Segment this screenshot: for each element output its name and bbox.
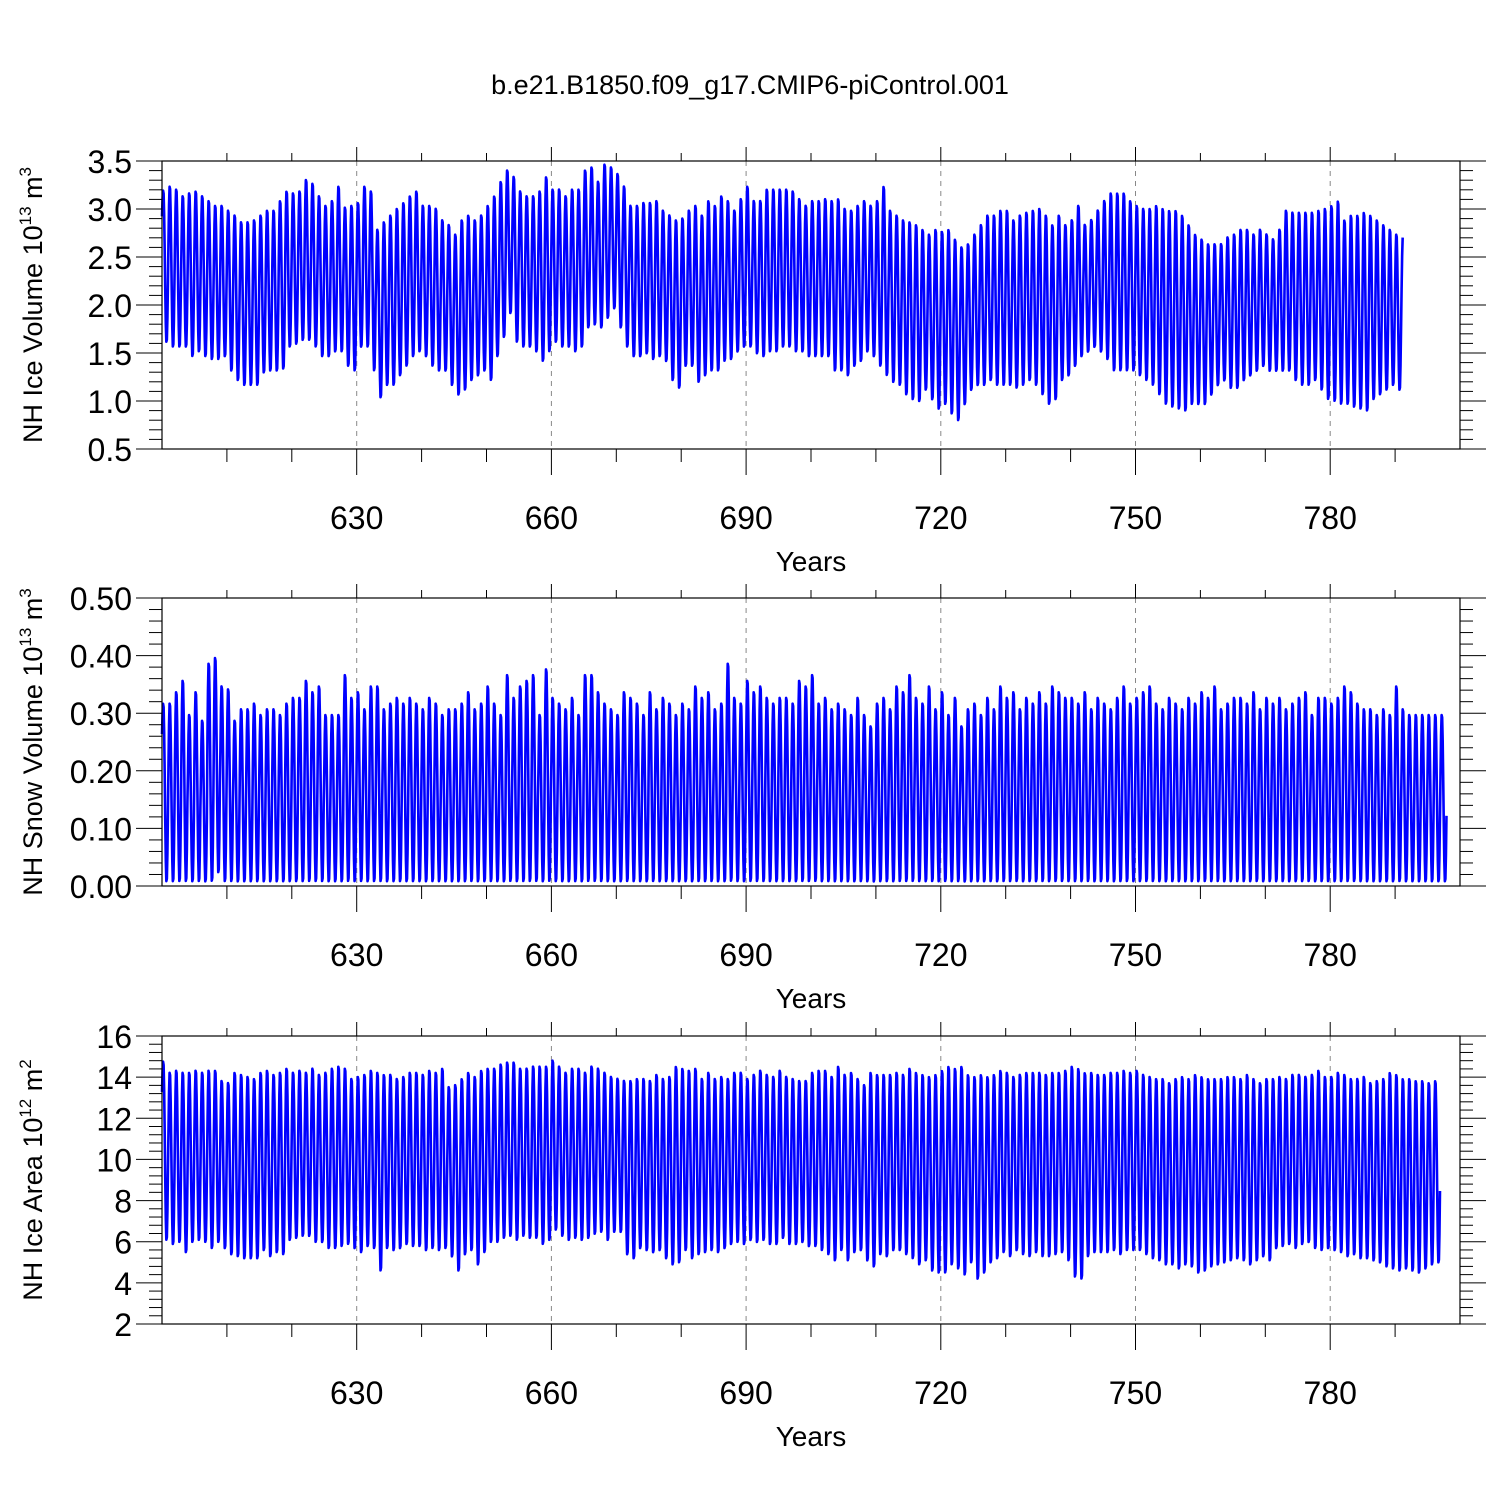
x-tick-label: 630 [330, 937, 383, 973]
x-tick-label: 720 [914, 1375, 967, 1411]
y-tick-label: 0.10 [70, 811, 132, 847]
y-tick-label: 1.5 [88, 336, 132, 372]
x-tick-label: 630 [330, 1375, 383, 1411]
x-tick-label: 720 [914, 937, 967, 973]
series-line [160, 656, 1448, 883]
x-tick-label: 750 [1109, 937, 1162, 973]
x-tick-label: 780 [1304, 937, 1357, 973]
y-tick-label: 3.0 [88, 192, 132, 228]
y-axis-title: NH Ice Area 1012 m2 [16, 1059, 48, 1300]
y-tick-label: 0.5 [88, 432, 132, 468]
y-tick-label: 2.5 [88, 240, 132, 276]
x-axis-title: Years [776, 546, 847, 577]
panel-ice-volume: 0.5 1.0 1.5 2.0 2.5 3.0 3.5 630 660 690 720 750 780 Y… [16, 144, 1486, 577]
x-tick-label: 780 [1304, 500, 1357, 536]
x-tick-label: 660 [525, 500, 578, 536]
x-tick-label: 690 [719, 937, 772, 973]
y-tick-label: 0.20 [70, 754, 132, 790]
x-tick-label: 750 [1109, 1375, 1162, 1411]
x-tick-label: 630 [330, 500, 383, 536]
figure-title: b.e21.B1850.f09_g17.CMIP6-piControl.001 [491, 70, 1009, 100]
x-axis-title: Years [776, 1421, 847, 1452]
x-tick-label: 720 [914, 500, 967, 536]
x-tick-label: 690 [719, 1375, 772, 1411]
y-tick-label: 12 [96, 1101, 132, 1137]
y-tick-label: 1.0 [88, 384, 132, 420]
y-tick-label: 0.50 [70, 581, 132, 617]
y-tick-label: 0.40 [70, 639, 132, 675]
y-tick-label: 3.5 [88, 144, 132, 180]
y-tick-label: 2 [114, 1307, 132, 1343]
y-tick-label: 4 [114, 1266, 132, 1302]
panel-ice-area: 2 4 6 8 10 12 14 16 630 660 690 720 750 780 Years NH Ic… [16, 1019, 1486, 1452]
y-tick-label: 0.30 [70, 696, 132, 732]
y-axis-title: NH Ice Volume 1013 m3 [16, 167, 48, 443]
y-tick-label: 2.0 [88, 288, 132, 324]
x-tick-label: 780 [1304, 1375, 1357, 1411]
x-axis-title: Years [776, 983, 847, 1014]
series-line [160, 163, 1404, 422]
y-tick-label: 10 [96, 1142, 132, 1178]
x-tick-label: 690 [719, 500, 772, 536]
y-tick-label: 6 [114, 1225, 132, 1261]
y-tick-label: 8 [114, 1184, 132, 1220]
x-tick-label: 660 [525, 1375, 578, 1411]
y-tick-label: 16 [96, 1019, 132, 1055]
y-tick-label: 0.00 [70, 869, 132, 905]
panel-snow-volume: 0.00 0.10 0.20 0.30 0.40 0.50 630 660 690 720 750 7… [16, 581, 1486, 1014]
x-tick-label: 660 [525, 937, 578, 973]
series-line [160, 1059, 1442, 1280]
x-tick-label: 750 [1109, 500, 1162, 536]
y-tick-label: 14 [96, 1060, 132, 1096]
y-axis-title: NH Snow Volume 1013 m3 [16, 588, 48, 896]
